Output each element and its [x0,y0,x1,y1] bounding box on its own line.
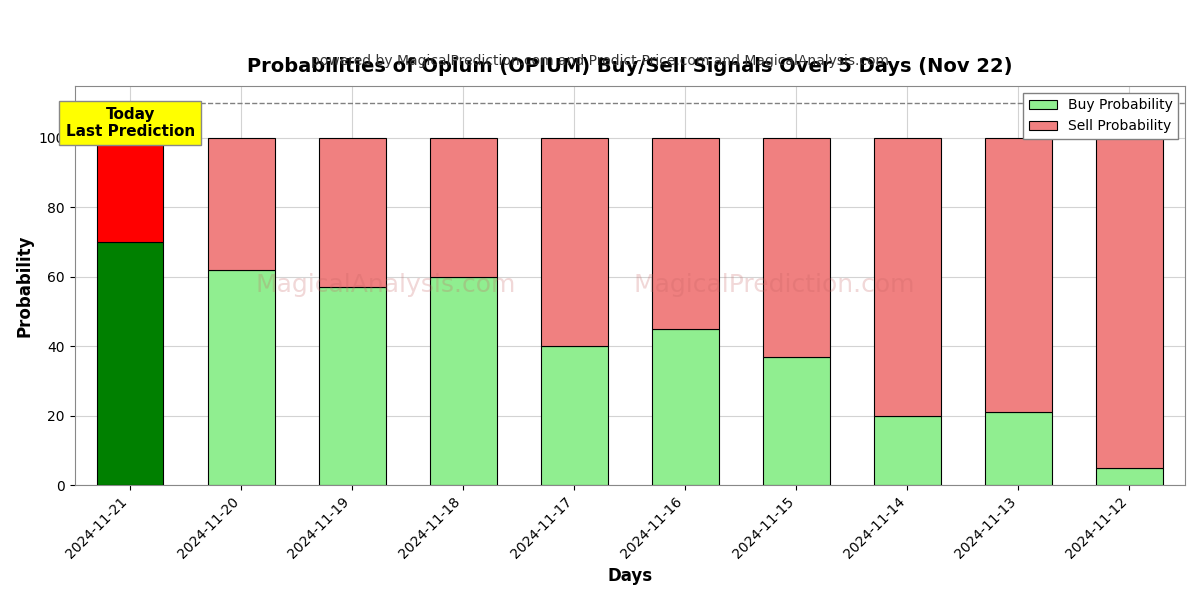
Bar [652,329,719,485]
Bar [985,138,1051,412]
Bar [763,356,829,485]
Bar [652,138,719,329]
Bar [208,138,275,270]
Title: Probabilities of Opium (OPIUM) Buy/Sell Signals Over 5 Days (Nov 22): Probabilities of Opium (OPIUM) Buy/Sell … [247,57,1013,76]
Bar [319,287,385,485]
Bar [208,270,275,485]
X-axis label: Days: Days [607,567,653,585]
Bar [874,138,941,416]
Bar [319,138,385,287]
Bar [97,242,163,485]
Bar [763,138,829,356]
Text: Today
Last Prediction: Today Last Prediction [66,107,194,139]
Bar [1096,468,1163,485]
Bar [985,412,1051,485]
Y-axis label: Probability: Probability [16,234,34,337]
Text: MagicalPrediction.com: MagicalPrediction.com [634,274,914,298]
Text: powered by MagicalPrediction.com and Predict-Price.com and MagicalAnalysis.com: powered by MagicalPrediction.com and Pre… [311,54,889,68]
Bar [97,138,163,242]
Bar [430,138,497,277]
Bar [1096,138,1163,468]
Bar [541,346,607,485]
Legend: Buy Probability, Sell Probability: Buy Probability, Sell Probability [1024,93,1178,139]
Text: MagicalAnalysis.com: MagicalAnalysis.com [256,274,516,298]
Bar [874,416,941,485]
Bar [541,138,607,346]
Bar [430,277,497,485]
